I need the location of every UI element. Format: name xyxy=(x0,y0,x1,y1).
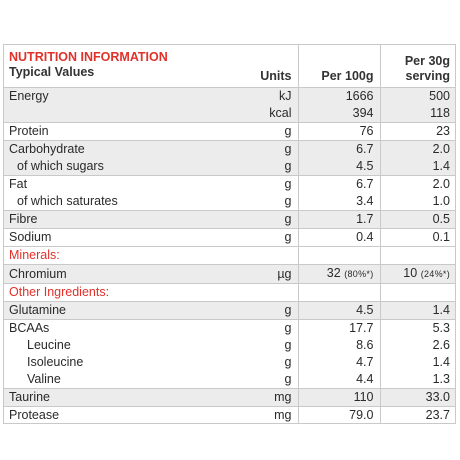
row-label: Isoleucine xyxy=(27,355,84,369)
row-per100: 0.4 xyxy=(298,228,381,247)
row-unit: g xyxy=(217,371,299,389)
row-unit: g xyxy=(217,301,299,320)
row-per30: 1.4 xyxy=(432,355,450,369)
per30-header: Per 30g serving xyxy=(404,54,450,83)
row-unit: g xyxy=(217,175,299,193)
row-per30: 2.6 xyxy=(432,338,450,352)
row-unit: kJ xyxy=(217,87,299,105)
table-row: Glutamine g 4.5 1.4 xyxy=(3,301,456,320)
row-label: Carbohydrate xyxy=(3,140,217,158)
table-row: Carbohydrate g 6.7 2.0 xyxy=(3,140,456,158)
row-per30: 1.4 xyxy=(380,301,456,320)
nutrition-grid: NUTRITION INFORMATION Typical Values Uni… xyxy=(3,44,456,424)
table-row: Leucine g 8.6 2.6 xyxy=(3,337,456,354)
section-header-minerals: Minerals: xyxy=(3,246,456,265)
row-per30: 1.4 xyxy=(380,158,456,176)
section-label: Other Ingredients: xyxy=(3,283,217,302)
row-label: Glutamine xyxy=(3,301,217,320)
row-unit: g xyxy=(217,228,299,247)
table-row: kcal 394 118 xyxy=(3,105,456,123)
nutrition-table: NUTRITION INFORMATION Typical Values Uni… xyxy=(3,44,456,424)
row-label: Protease xyxy=(3,406,217,424)
row-per100: 6.7 xyxy=(298,140,381,158)
table-row: Protein g 76 23 xyxy=(3,122,456,141)
row-per30: 0.5 xyxy=(380,210,456,229)
row-per100: 32 (80%*) xyxy=(298,264,381,284)
row-unit: mg xyxy=(217,406,299,424)
row-label: Fibre xyxy=(3,210,217,229)
row-unit: g xyxy=(217,158,299,176)
row-per30: 118 xyxy=(380,105,456,123)
table-row: Energy kJ 1666 500 xyxy=(3,87,456,105)
row-unit: g xyxy=(217,140,299,158)
row-unit: mg xyxy=(217,388,299,407)
table-title: NUTRITION INFORMATION xyxy=(9,50,168,64)
table-row: BCAAs g 17.7 5.3 xyxy=(3,319,456,337)
row-per30: 2.0 xyxy=(380,175,456,193)
units-header: Units xyxy=(217,44,299,88)
row-unit: g xyxy=(217,193,299,211)
row-per100-pct: (80%*) xyxy=(344,269,374,279)
row-per100: 17.7 xyxy=(298,319,381,337)
header-row: NUTRITION INFORMATION Typical Values Uni… xyxy=(3,44,456,88)
row-unit: µg xyxy=(217,264,299,284)
table-row: Isoleucine g 4.7 1.4 xyxy=(3,354,456,371)
table-row: of which saturates g 3.4 1.0 xyxy=(3,193,456,211)
row-label: Leucine xyxy=(27,338,71,352)
row-unit: g xyxy=(217,122,299,141)
row-per30: 2.0 xyxy=(380,140,456,158)
table-row: Chromium µg 32 (80%*) 10 (24%*) xyxy=(3,264,456,284)
table-row: Protease mg 79.0 23.7 xyxy=(3,406,456,424)
row-per30: 1.0 xyxy=(432,194,450,208)
row-per100: 3.4 xyxy=(298,193,381,211)
row-per30: 0.1 xyxy=(380,228,456,247)
row-label: Sodium xyxy=(3,228,217,247)
row-per100: 110 xyxy=(298,388,381,407)
row-label: Protein xyxy=(3,122,217,141)
row-per100: 4.7 xyxy=(298,354,381,371)
row-per30-pct: (24%*) xyxy=(420,269,450,279)
per100-header: Per 100g xyxy=(298,44,381,88)
table-row: Fibre g 1.7 0.5 xyxy=(3,210,456,229)
row-per100: 4.5 xyxy=(298,301,381,320)
row-per30: 10 (24%*) xyxy=(380,264,456,284)
row-per100: 4.4 xyxy=(298,371,381,389)
row-unit: g xyxy=(217,354,299,371)
row-unit: g xyxy=(217,319,299,337)
row-per100: 79.0 xyxy=(298,406,381,424)
table-row: Taurine mg 110 33.0 xyxy=(3,388,456,407)
row-per30: 5.3 xyxy=(380,319,456,337)
row-label: Chromium xyxy=(3,264,217,284)
row-per100: 1666 xyxy=(298,87,381,105)
row-per30: 33.0 xyxy=(380,388,456,407)
row-per30: 1.3 xyxy=(432,372,450,386)
table-row: Sodium g 0.4 0.1 xyxy=(3,228,456,247)
row-label: Energy xyxy=(3,87,217,105)
row-per30: 500 xyxy=(380,87,456,105)
row-unit: kcal xyxy=(217,105,299,123)
row-label: Taurine xyxy=(3,388,217,407)
row-per30: 23 xyxy=(380,122,456,141)
section-label: Minerals: xyxy=(3,246,217,265)
row-per100: 394 xyxy=(298,105,381,123)
row-unit: g xyxy=(217,337,299,354)
row-per100: 76 xyxy=(298,122,381,141)
row-per100: 8.6 xyxy=(298,337,381,354)
row-per100: 6.7 xyxy=(298,175,381,193)
row-label: BCAAs xyxy=(3,319,217,337)
row-per30: 23.7 xyxy=(380,406,456,424)
row-label: Valine xyxy=(27,372,61,386)
table-row: Valine g 4.4 1.3 xyxy=(3,371,456,389)
table-subtitle: Typical Values xyxy=(9,65,95,79)
table-row: of which sugars g 4.5 1.4 xyxy=(3,158,456,176)
row-label: of which saturates xyxy=(17,194,118,208)
row-label: of which sugars xyxy=(3,158,217,176)
row-per100: 4.5 xyxy=(298,158,381,176)
row-per100: 1.7 xyxy=(298,210,381,229)
section-header-other: Other Ingredients: xyxy=(3,283,456,302)
row-unit: g xyxy=(217,210,299,229)
row-label: Fat xyxy=(3,175,217,193)
table-row: Fat g 6.7 2.0 xyxy=(3,175,456,193)
